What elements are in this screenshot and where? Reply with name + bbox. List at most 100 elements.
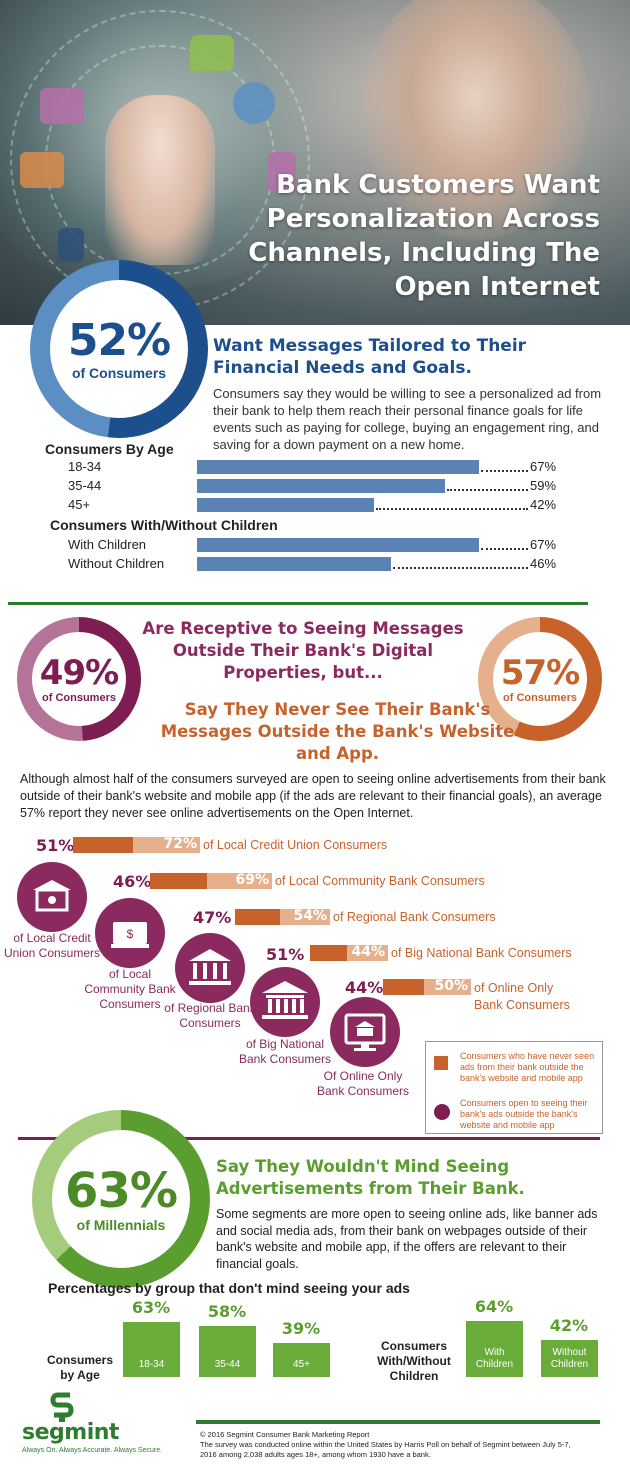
never-seen-value: 50% [434, 978, 468, 994]
never-seen-bar: 72% [73, 836, 200, 853]
stat-label: of Millennials [76, 1217, 166, 1233]
bar: 18-34 [123, 1322, 180, 1377]
bar-label: 18-34 [68, 459, 102, 474]
dotted-leader [376, 508, 528, 510]
never-seen-label: of Local Credit Union Consumers [203, 838, 388, 852]
section1-body: Consumers say they would be willing to s… [213, 386, 602, 452]
bar-label: Without Children [68, 556, 165, 571]
stat-label: of Consumers [71, 365, 167, 381]
section3-body: Some segments are more open to seeing on… [216, 1207, 598, 1271]
never-seen-bar: 44% [310, 944, 388, 961]
never-seen-swatch [434, 1056, 448, 1070]
never-see-headline: Say They Never See Their Bank's Messages… [160, 700, 515, 763]
age-group-label: Consumers by Age [46, 1353, 114, 1382]
people-icon [20, 152, 64, 188]
section-divider [18, 1137, 600, 1140]
phone-icon [268, 152, 296, 192]
open-pct: 47% [193, 908, 232, 927]
phone-icon [58, 228, 84, 262]
group-label: Without Children [550, 1347, 589, 1370]
dotted-leader [393, 567, 528, 569]
stat-label: of Consumers [42, 692, 116, 704]
segment-caption: of Local Credit Union Consumers [3, 931, 101, 960]
never-seen-value: 69% [235, 872, 269, 888]
logo-tagline: Always On. Always Accurate. Always Secur… [22, 1447, 163, 1454]
section1-headline: Want Messages Tailored to Their Financia… [213, 336, 527, 378]
bar [197, 498, 374, 512]
never-seen-value: 54% [293, 908, 327, 924]
dotted-leader [447, 489, 528, 491]
bar-value: 59% [530, 478, 557, 493]
segment-caption: of Local Community Bank Consumers [84, 967, 176, 1011]
by-age-title: Consumers By Age [45, 441, 174, 457]
segment-caption: of Big National Bank Consumers [238, 1037, 332, 1066]
segment-caption: of Regional Bank Consumers [164, 1001, 256, 1030]
group-label: 18-34 [138, 1359, 165, 1370]
never-seen-bar: 69% [150, 872, 272, 889]
section3-headline: Say They Wouldn't Mind Seeing Advertisem… [216, 1157, 525, 1198]
group-label: 45+ [293, 1359, 310, 1370]
children-group-label: Consumers With/Without Children [377, 1339, 451, 1383]
section2-body: Although almost half of the consumers su… [20, 772, 606, 820]
footer-description: The survey was conducted online within t… [200, 1440, 571, 1459]
bar-label: 35-44 [68, 478, 102, 493]
bar-value: 42% [530, 497, 557, 512]
bar: 45+ [273, 1343, 330, 1377]
bar [197, 479, 445, 493]
group-value: 42% [549, 1316, 589, 1335]
never-seen-label: of Online Only Bank Consumers [474, 981, 570, 1012]
consumers-52-ring: 52% of Consumers [30, 260, 208, 438]
bar-value: 67% [530, 459, 557, 474]
open-pct: 44% [345, 978, 384, 997]
legend-never-seen: Consumers who have never seen ads from t… [460, 1051, 595, 1083]
logo-wordmark: segmint [22, 1420, 119, 1445]
consumers-49-ring: 49% of Consumers [17, 617, 141, 741]
hand-photo [105, 95, 215, 265]
bar: 35-44 [199, 1326, 256, 1377]
by-children-title: Consumers With/Without Children [50, 517, 278, 533]
never-seen-bar: 54% [235, 908, 330, 925]
never-seen-value: 72% [163, 836, 197, 852]
hero-title: Bank Customers Want Personalization Acro… [248, 170, 600, 302]
never-seen-bar: 50% [383, 978, 471, 995]
group-label: With Children [475, 1347, 514, 1370]
open-pct: 51% [36, 836, 75, 855]
bar-row: 45+ 42% [0, 496, 630, 514]
stat-value: 57% [500, 653, 580, 693]
bar-row: 18-34 67% [0, 458, 630, 476]
bar [197, 557, 391, 571]
bar-value: 67% [530, 537, 557, 552]
legend: Consumers who have never seen ads from t… [425, 1041, 603, 1134]
bar-value: 46% [530, 556, 557, 571]
bar [197, 538, 479, 552]
person-photo [360, 0, 590, 240]
millennials-63-ring: 63% of Millennials [32, 1110, 210, 1288]
group-value: 64% [474, 1297, 514, 1316]
national-bank-icon [250, 967, 320, 1037]
never-seen-label: of Big National Bank Consumers [391, 946, 572, 960]
bar: Without Children [541, 1340, 598, 1377]
bar-label: With Children [68, 537, 147, 552]
regional-bank-icon [175, 933, 245, 1003]
never-seen-label: of Local Community Bank Consumers [275, 874, 485, 888]
laptop-icon [40, 88, 84, 124]
bar: With Children [466, 1321, 523, 1377]
svg-text:$: $ [127, 927, 134, 941]
stat-value: 63% [65, 1163, 178, 1219]
online-bank-icon [330, 997, 400, 1067]
credit-union-icon [17, 862, 87, 932]
dotted-leader [481, 470, 528, 472]
section-divider [8, 602, 588, 605]
open-pct: 46% [113, 872, 152, 891]
chat-bubble-icon [190, 35, 234, 71]
bar [197, 460, 479, 474]
segmint-s-icon [50, 1392, 74, 1422]
consumers-57-ring: 57% of Consumers [478, 617, 602, 741]
groups-title: Percentages by group that don't mind see… [48, 1280, 410, 1296]
stat-value: 49% [39, 653, 119, 693]
never-seen-value: 44% [351, 944, 385, 960]
stat-value: 52% [67, 315, 171, 366]
group-label: 35-44 [214, 1359, 241, 1370]
open-pct: 51% [266, 945, 305, 964]
segment-caption: Of Online Only Bank Consumers [316, 1069, 410, 1098]
